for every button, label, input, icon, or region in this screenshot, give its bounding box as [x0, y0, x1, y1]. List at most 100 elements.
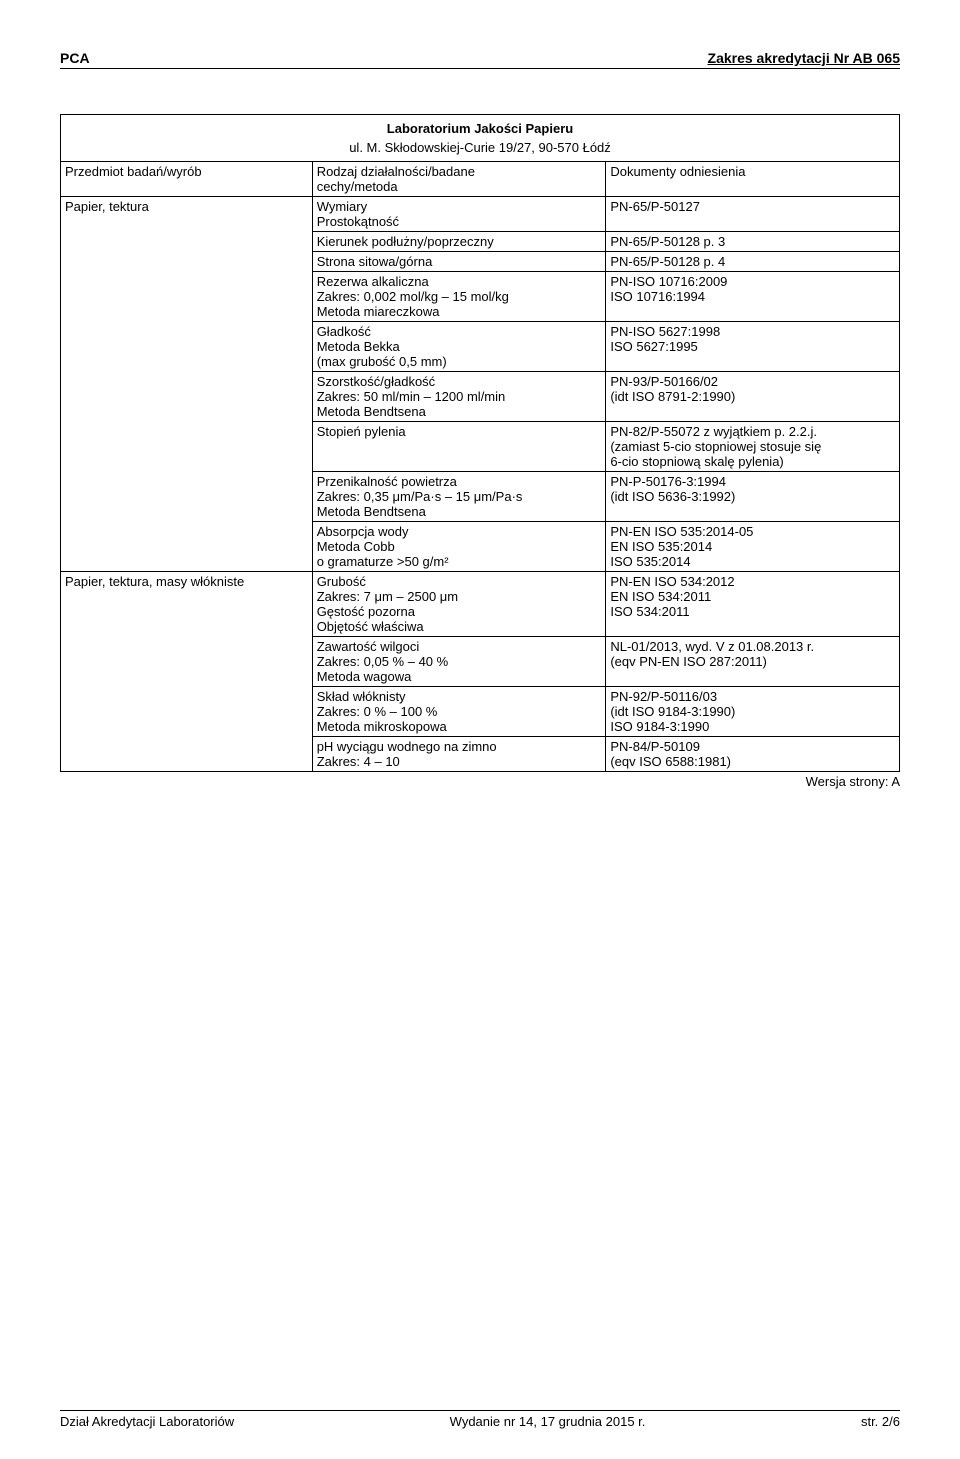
method-text: Zakres: 50 ml/min – 1200 ml/min — [317, 389, 506, 404]
doc-text: EN ISO 534:2011 — [610, 589, 711, 604]
method-cell: Przenikalność powietrza Zakres: 0,35 μm/… — [312, 472, 606, 522]
column-header-row: Przedmiot badań/wyrób Rodzaj działalnośc… — [61, 162, 900, 197]
footer-right: str. 2/6 — [861, 1414, 900, 1429]
title-row: Laboratorium Jakości Papieru ul. M. Skło… — [61, 115, 900, 162]
method-text: Metoda Bendtsena — [317, 404, 426, 419]
method-text: Zakres: 4 – 10 — [317, 754, 400, 769]
method-cell: Kierunek podłużny/poprzeczny — [312, 232, 606, 252]
doc-text: ISO 10716:1994 — [610, 289, 705, 304]
subject-cell: Papier, tektura, masy włókniste — [61, 572, 313, 772]
lab-title: Laboratorium Jakości Papieru — [65, 117, 895, 138]
method-text: Zakres: 7 μm – 2500 μm — [317, 589, 458, 604]
header-left: PCA — [60, 50, 90, 66]
method-text: Wymiary — [317, 199, 367, 214]
doc-text: (idt ISO 5636-3:1992) — [610, 489, 735, 504]
method-text: Rezerwa alkaliczna — [317, 274, 429, 289]
doc-text: (idt ISO 8791-2:1990) — [610, 389, 735, 404]
table-row: Papier, tektura Wymiary Prostokątność PN… — [61, 197, 900, 232]
lab-address: ul. M. Skłodowskiej-Curie 19/27, 90-570 … — [65, 138, 895, 159]
method-text: Absorpcja wody — [317, 524, 409, 539]
doc-cell: PN-65/P-50128 p. 4 — [606, 252, 900, 272]
method-text: Skład włóknisty — [317, 689, 406, 704]
method-text: Metoda mikroskopowa — [317, 719, 447, 734]
method-cell: Absorpcja wody Metoda Cobb o gramaturze … — [312, 522, 606, 572]
method-text: Prostokątność — [317, 214, 399, 229]
method-text: Zawartość wilgoci — [317, 639, 420, 654]
method-cell: Gładkość Metoda Bekka (max grubość 0,5 m… — [312, 322, 606, 372]
doc-cell: PN-EN ISO 534:2012 EN ISO 534:2011 ISO 5… — [606, 572, 900, 637]
col-header-2-line1: Rodzaj działalności/badane — [317, 164, 475, 179]
method-text: o gramaturze >50 g/m² — [317, 554, 449, 569]
doc-text: 6-cio stopniową skalę pylenia) — [610, 454, 783, 469]
doc-cell: PN-EN ISO 535:2014-05 EN ISO 535:2014 IS… — [606, 522, 900, 572]
method-cell: Skład włóknisty Zakres: 0 % – 100 % Meto… — [312, 687, 606, 737]
method-text: pH wyciągu wodnego na zimno — [317, 739, 497, 754]
doc-text: EN ISO 535:2014 — [610, 539, 712, 554]
method-cell: Grubość Zakres: 7 μm – 2500 μm Gęstość p… — [312, 572, 606, 637]
method-text: Zakres: 0,002 mol/kg – 15 mol/kg — [317, 289, 509, 304]
method-text: Metoda miareczkowa — [317, 304, 440, 319]
doc-cell: PN-ISO 10716:2009 ISO 10716:1994 — [606, 272, 900, 322]
footer-center: Wydanie nr 14, 17 grudnia 2015 r. — [450, 1414, 646, 1429]
lab-title-cell: Laboratorium Jakości Papieru ul. M. Skło… — [61, 115, 900, 162]
method-text: Objętość właściwa — [317, 619, 424, 634]
col-header-2-line2: cechy/metoda — [317, 179, 398, 194]
col-header-1: Przedmiot badań/wyrób — [61, 162, 313, 197]
subject-cell: Papier, tektura — [61, 197, 313, 572]
doc-text: PN-EN ISO 535:2014-05 — [610, 524, 753, 539]
doc-text: (eqv PN-EN ISO 287:2011) — [610, 654, 767, 669]
doc-cell: PN-92/P-50116/03 (idt ISO 9184-3:1990) I… — [606, 687, 900, 737]
doc-text: PN-ISO 10716:2009 — [610, 274, 727, 289]
method-text: (max grubość 0,5 mm) — [317, 354, 447, 369]
doc-cell: PN-93/P-50166/02 (idt ISO 8791-2:1990) — [606, 372, 900, 422]
accreditation-table: Laboratorium Jakości Papieru ul. M. Skło… — [60, 114, 900, 772]
doc-text: PN-82/P-55072 z wyjątkiem p. 2.2.j. — [610, 424, 817, 439]
page-footer: Dział Akredytacji Laboratoriów Wydanie n… — [60, 1410, 900, 1429]
doc-cell: PN-ISO 5627:1998 ISO 5627:1995 — [606, 322, 900, 372]
method-text: Zakres: 0,35 μm/Pa·s – 15 μm/Pa·s — [317, 489, 523, 504]
method-cell: Zawartość wilgoci Zakres: 0,05 % – 40 % … — [312, 637, 606, 687]
method-cell: Wymiary Prostokątność — [312, 197, 606, 232]
doc-cell: PN-65/P-50127 — [606, 197, 900, 232]
doc-text: ISO 5627:1995 — [610, 339, 697, 354]
doc-text: PN-EN ISO 534:2012 — [610, 574, 734, 589]
table-row: Papier, tektura, masy włókniste Grubość … — [61, 572, 900, 637]
col-header-2: Rodzaj działalności/badane cechy/metoda — [312, 162, 606, 197]
doc-text: PN-84/P-50109 — [610, 739, 700, 754]
method-text: Grubość — [317, 574, 366, 589]
doc-text: PN-ISO 5627:1998 — [610, 324, 720, 339]
header-right: Zakres akredytacji Nr AB 065 — [708, 50, 900, 66]
doc-text: PN-92/P-50116/03 — [610, 689, 717, 704]
doc-text: PN-93/P-50166/02 — [610, 374, 718, 389]
doc-cell: PN-82/P-55072 z wyjątkiem p. 2.2.j. (zam… — [606, 422, 900, 472]
method-text: Metoda wagowa — [317, 669, 412, 684]
doc-text: ISO 535:2014 — [610, 554, 690, 569]
doc-cell: PN-84/P-50109 (eqv ISO 6588:1981) — [606, 737, 900, 772]
method-text: Zakres: 0 % – 100 % — [317, 704, 438, 719]
footer-left: Dział Akredytacji Laboratoriów — [60, 1414, 234, 1429]
doc-text: (idt ISO 9184-3:1990) — [610, 704, 735, 719]
col-header-3: Dokumenty odniesienia — [606, 162, 900, 197]
doc-text: (eqv ISO 6588:1981) — [610, 754, 731, 769]
method-text: Metoda Cobb — [317, 539, 395, 554]
method-cell: Strona sitowa/górna — [312, 252, 606, 272]
version-note: Wersja strony: A — [60, 774, 900, 789]
page-header: PCA Zakres akredytacji Nr AB 065 — [60, 50, 900, 69]
doc-text: ISO 9184-3:1990 — [610, 719, 709, 734]
page-container: PCA Zakres akredytacji Nr AB 065 Laborat… — [0, 0, 960, 1459]
method-text: Gęstość pozorna — [317, 604, 415, 619]
method-text: Gładkość — [317, 324, 371, 339]
method-cell: pH wyciągu wodnego na zimno Zakres: 4 – … — [312, 737, 606, 772]
method-text: Przenikalność powietrza — [317, 474, 457, 489]
method-text: Metoda Bekka — [317, 339, 400, 354]
doc-text: NL-01/2013, wyd. V z 01.08.2013 r. — [610, 639, 814, 654]
doc-cell: NL-01/2013, wyd. V z 01.08.2013 r. (eqv … — [606, 637, 900, 687]
method-text: Metoda Bendtsena — [317, 504, 426, 519]
doc-text: ISO 534:2011 — [610, 604, 689, 619]
method-text: Zakres: 0,05 % – 40 % — [317, 654, 449, 669]
doc-text: (zamiast 5-cio stopniowej stosuje się — [610, 439, 821, 454]
method-cell: Rezerwa alkaliczna Zakres: 0,002 mol/kg … — [312, 272, 606, 322]
doc-cell: PN-P-50176-3:1994 (idt ISO 5636-3:1992) — [606, 472, 900, 522]
method-cell: Szorstkość/gładkość Zakres: 50 ml/min – … — [312, 372, 606, 422]
method-text: Szorstkość/gładkość — [317, 374, 436, 389]
